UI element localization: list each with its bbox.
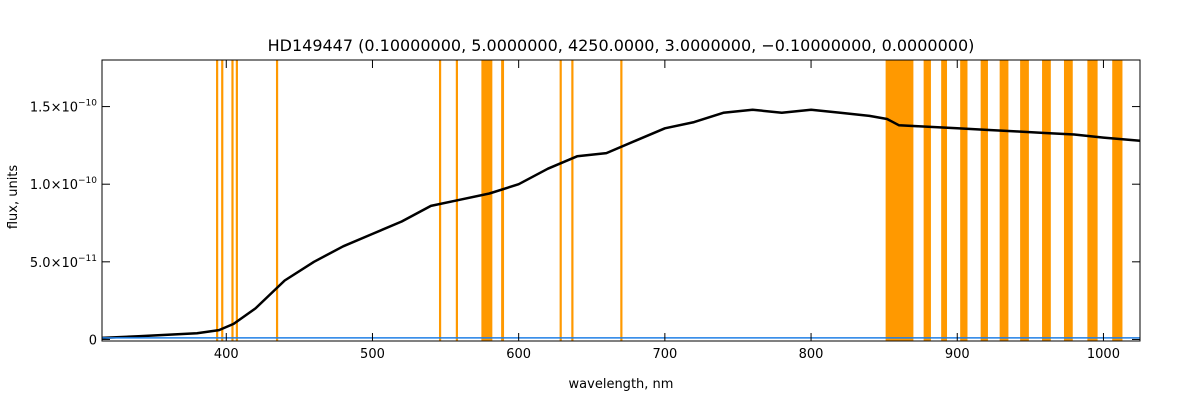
masked-band <box>1020 60 1029 341</box>
masked-band <box>438 60 442 341</box>
masked-band <box>501 60 505 341</box>
y-tick-label: 5.0×10−11 <box>30 254 97 271</box>
masked-band <box>231 60 234 341</box>
masked-band <box>980 60 988 341</box>
plot-frame <box>101 59 1141 342</box>
x-tick-label: 400 <box>214 347 239 362</box>
masked-band <box>923 60 931 341</box>
masked-band <box>1063 60 1073 341</box>
masked-band <box>999 60 1009 341</box>
x-tick-label: 700 <box>652 347 677 362</box>
masked-band <box>221 60 224 341</box>
y-axis-label: flux, units <box>6 165 21 230</box>
x-axis-ticks: 400 500 600 700 800 900 1000 <box>214 60 1120 362</box>
x-tick-label: 800 <box>799 347 824 362</box>
y-tick-label: 1.0×10−10 <box>30 176 97 193</box>
masked-band <box>235 60 238 341</box>
masked-band <box>885 60 914 341</box>
masked-band <box>620 60 623 341</box>
x-tick-label: 500 <box>360 347 385 362</box>
masked-band <box>1042 60 1051 341</box>
y-tick-label: 1.5×10−10 <box>30 99 97 116</box>
x-tick-label: 1000 <box>1087 347 1120 362</box>
x-axis-label: wavelength, nm <box>569 377 674 392</box>
masked-band <box>1112 60 1123 341</box>
y-tick-label: 0 <box>89 333 97 348</box>
masked-band <box>1087 60 1098 341</box>
masked-band <box>960 60 968 341</box>
x-tick-label: 600 <box>506 347 531 362</box>
masked-bands <box>216 60 1123 341</box>
flux-series-line <box>101 108 1141 340</box>
chart-title: HD149447 (0.10000000, 5.0000000, 4250.00… <box>268 36 975 55</box>
masked-band <box>216 60 219 341</box>
masked-band <box>481 60 493 341</box>
y-axis-ticks: 0 5.0×10−11 1.0×10−10 1.5×10−10 <box>30 99 1140 348</box>
masked-band <box>571 60 574 341</box>
masked-band <box>941 60 948 341</box>
masked-band <box>559 60 562 341</box>
masked-band <box>275 60 279 341</box>
x-tick-label: 900 <box>945 347 970 362</box>
